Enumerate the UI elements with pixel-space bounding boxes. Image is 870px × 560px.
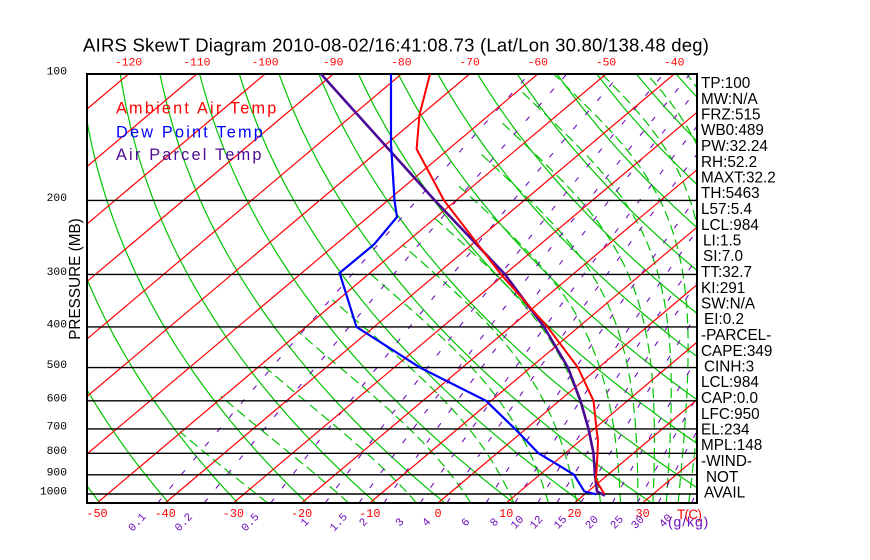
- svg-text:900: 900: [47, 467, 68, 479]
- svg-text:EI:0.2: EI:0.2: [704, 311, 744, 328]
- svg-text:Air Parcel Temp: Air Parcel Temp: [116, 146, 264, 164]
- svg-text:-PARCEL-: -PARCEL-: [701, 327, 771, 344]
- svg-text:L57:5.4: L57:5.4: [701, 201, 753, 218]
- svg-text:10: 10: [499, 507, 513, 521]
- svg-text:KI:291: KI:291: [701, 280, 745, 297]
- svg-text:T(C): T(C): [677, 507, 701, 522]
- svg-text:-110: -110: [183, 58, 210, 70]
- svg-text:LCL:984: LCL:984: [701, 217, 759, 234]
- svg-text:LFC:950: LFC:950: [701, 406, 760, 423]
- svg-text:TP:100: TP:100: [701, 75, 750, 92]
- svg-text:-50: -50: [86, 507, 107, 521]
- svg-text:TT:32.7: TT:32.7: [701, 264, 752, 281]
- svg-text:-70: -70: [459, 58, 480, 70]
- svg-text:-80: -80: [391, 58, 412, 70]
- svg-text:-WIND-: -WIND-: [701, 453, 752, 470]
- svg-text:300: 300: [47, 267, 68, 279]
- svg-text:20: 20: [567, 507, 581, 521]
- svg-text:RH:52.2: RH:52.2: [701, 154, 757, 171]
- svg-text:100: 100: [47, 67, 68, 79]
- svg-text:-40: -40: [155, 507, 176, 521]
- svg-text:Dew Point Temp: Dew Point Temp: [116, 123, 265, 141]
- svg-text:-10: -10: [359, 507, 380, 521]
- svg-text:AIRS SkewT Diagram 2010-08-02/: AIRS SkewT Diagram 2010-08-02/16:41:08.7…: [83, 35, 709, 56]
- svg-text:PW:32.24: PW:32.24: [701, 138, 768, 155]
- svg-text:PRESSURE (MB): PRESSURE (MB): [67, 218, 84, 340]
- svg-text:LCL:984: LCL:984: [701, 374, 759, 391]
- svg-text:800: 800: [47, 446, 68, 458]
- svg-text:-100: -100: [251, 58, 278, 70]
- svg-text:CINH:3: CINH:3: [704, 359, 754, 376]
- svg-text:1000: 1000: [40, 487, 67, 499]
- svg-text:700: 700: [47, 421, 68, 433]
- svg-text:600: 600: [47, 393, 68, 405]
- svg-text:-50: -50: [596, 58, 617, 70]
- svg-text:NOT: NOT: [706, 469, 738, 486]
- svg-text:Ambient Air Temp: Ambient Air Temp: [116, 100, 279, 118]
- svg-text:EL:234: EL:234: [701, 422, 750, 439]
- svg-text:FRZ:515: FRZ:515: [701, 107, 761, 124]
- svg-text:30: 30: [636, 507, 650, 521]
- svg-text:-40: -40: [664, 58, 685, 70]
- svg-text:MAXT:32.2: MAXT:32.2: [701, 170, 776, 187]
- svg-text:SW:N/A: SW:N/A: [701, 296, 756, 313]
- svg-text:WB0:489: WB0:489: [701, 122, 764, 139]
- svg-text:AVAIL: AVAIL: [704, 485, 745, 502]
- svg-text:CAP:0.0: CAP:0.0: [701, 390, 758, 407]
- svg-text:CAPE:349: CAPE:349: [701, 343, 772, 360]
- svg-text:-60: -60: [528, 58, 549, 70]
- svg-text:400: 400: [47, 319, 68, 331]
- svg-text:-120: -120: [115, 58, 142, 70]
- svg-text:-30: -30: [223, 507, 244, 521]
- svg-text:MPL:148: MPL:148: [701, 437, 762, 454]
- svg-text:-90: -90: [323, 58, 344, 70]
- svg-text:TH:5463: TH:5463: [701, 185, 760, 202]
- svg-text:0: 0: [434, 507, 441, 521]
- svg-text:500: 500: [47, 360, 68, 372]
- svg-text:LI:1.5: LI:1.5: [703, 233, 741, 250]
- svg-text:-20: -20: [291, 507, 312, 521]
- svg-text:MW:N/A: MW:N/A: [701, 91, 758, 108]
- svg-text:200: 200: [47, 193, 68, 205]
- svg-text:(g/kg): (g/kg): [668, 514, 709, 530]
- svg-text:SI:7.0: SI:7.0: [703, 248, 743, 265]
